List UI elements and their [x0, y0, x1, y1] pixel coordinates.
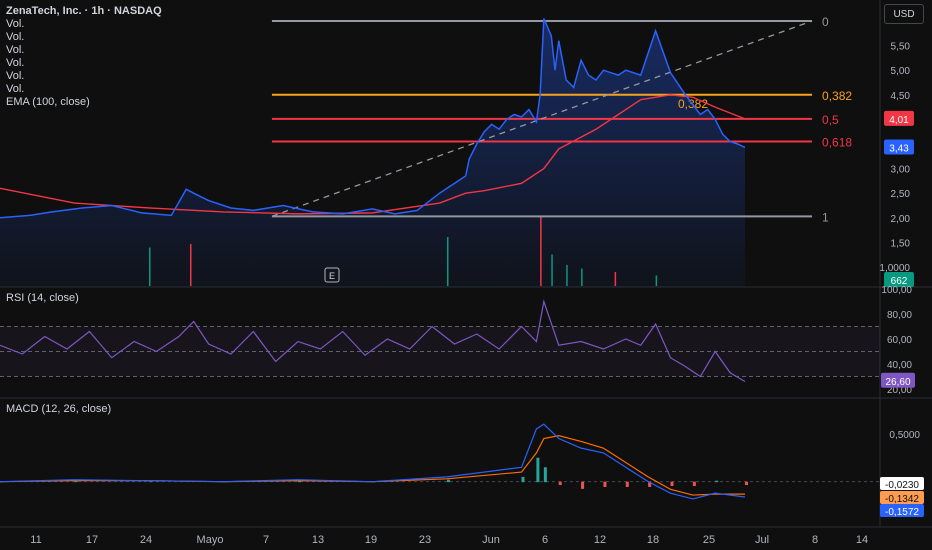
time-axis-tick: 8	[812, 534, 818, 546]
volume-bar	[581, 268, 583, 286]
ema-badge: 4,01	[889, 115, 909, 126]
macd-histogram-bar	[581, 481, 585, 489]
time-axis-tick: 14	[856, 534, 868, 546]
price-axis-tick: 1,0000	[879, 263, 910, 274]
macd-badge-bg	[880, 504, 924, 517]
time-axis-tick: 7	[263, 534, 269, 546]
vol-label-5[interactable]: Vol.	[6, 70, 25, 82]
rsi-axis-tick: 100,00	[881, 285, 912, 296]
macd-histogram-bar	[74, 480, 78, 483]
time-axis-tick: 13	[312, 534, 324, 546]
macd-histogram-bar	[670, 481, 674, 486]
vol-label-3[interactable]: Vol.	[6, 44, 25, 56]
ema-line	[0, 94, 746, 215]
time-axis-tick: Jul	[755, 534, 769, 546]
vol-label-2[interactable]: Vol.	[6, 31, 25, 43]
ema-badge-bg	[884, 110, 914, 126]
volume-bar	[189, 244, 192, 286]
macd-histogram-bar	[521, 476, 525, 483]
fib-level-label: 0,618	[822, 136, 852, 150]
rsi-badge-bg	[881, 372, 915, 388]
rsi-axis-tick: 60,00	[887, 335, 912, 346]
macd-badge-bg	[880, 491, 924, 504]
volume-bar	[566, 265, 568, 286]
time-axis-tick: 18	[647, 534, 659, 546]
time-axis-tick: 24	[140, 534, 152, 546]
macd-histogram-bar	[558, 481, 562, 486]
volume-bar	[655, 275, 658, 286]
time-axis-tick: 11	[30, 534, 41, 546]
volume-badge-bg	[884, 272, 914, 287]
macd-label[interactable]: MACD (12, 26, close)	[6, 403, 112, 415]
time-axis-tick: Mayo	[197, 534, 224, 546]
currency-button[interactable]: USD	[884, 4, 924, 24]
macd-histogram-bar	[536, 457, 540, 483]
time-axis-tick: Jun	[482, 534, 500, 546]
fib-level-label: 1	[822, 210, 829, 224]
macd-histogram-bar	[603, 481, 607, 487]
macd-badge: -0,1572	[885, 507, 919, 518]
fib-level-label: 0	[822, 15, 829, 29]
fib-trend-line	[271, 20, 813, 217]
macd-badge: -0,0230	[885, 480, 919, 491]
rsi-band-fill	[0, 326, 880, 377]
time-axis-tick: 23	[419, 534, 431, 546]
price-axis-tick: 4,50	[891, 91, 911, 102]
rsi-axis-tick: 40,00	[887, 360, 912, 371]
macd-badge-bg	[880, 477, 924, 490]
price-area	[0, 18, 745, 287]
fib-level-label: 0,382	[822, 89, 852, 103]
macd-histogram-bar	[543, 467, 547, 483]
macd-histogram-bar	[648, 481, 652, 487]
price-badge-bg	[884, 139, 914, 155]
volume-bar	[551, 254, 553, 286]
rsi-axis-tick: 20,00	[887, 385, 912, 396]
fib-level-label: 0,5	[822, 113, 839, 127]
rsi-axis-tick: 80,00	[887, 310, 912, 321]
time-axis-tick: 17	[86, 534, 98, 546]
price-axis-tick: 2,50	[891, 189, 911, 200]
price-axis-tick: 1,50	[891, 238, 911, 249]
macd-histogram-bar	[447, 479, 450, 483]
price-axis-tick: 5,50	[891, 42, 911, 53]
vol-label-4[interactable]: Vol.	[6, 57, 25, 69]
macd-histogram-bar	[692, 481, 696, 486]
price-badge: 3,43	[889, 143, 909, 154]
macd-badge: -0,1342	[885, 494, 919, 505]
vol-label-6[interactable]: Vol.	[6, 83, 25, 95]
time-axis-tick: 6	[542, 534, 548, 546]
price-line	[0, 18, 746, 219]
rsi-label[interactable]: RSI (14, close)	[6, 292, 79, 304]
price-axis-tick: 5,00	[891, 66, 911, 77]
volume-badge: 662	[891, 276, 908, 287]
time-axis-tick: 25	[703, 534, 715, 546]
macd-histogram-bar	[149, 481, 152, 483]
ema-label[interactable]: EMA (100, close)	[6, 96, 90, 108]
macd-histogram-bar	[715, 480, 719, 483]
macd-line	[0, 423, 746, 500]
macd-histogram-bar	[298, 480, 301, 483]
symbol-title: ZenaTech, Inc. · 1h · NASDAQ	[6, 5, 162, 17]
macd-axis-tick: 0,5000	[889, 430, 920, 441]
volume-bar	[540, 216, 542, 286]
price-axis-tick: 2,00	[891, 214, 911, 225]
macd-histogram-bar	[745, 481, 748, 486]
rsi-line	[0, 299, 746, 383]
price-axis-tick: 3,00	[891, 165, 911, 176]
macd-histogram-bar	[625, 481, 629, 487]
chart-legend: ZenaTech, Inc. · 1h · NASDAQ Vol. Vol. V…	[6, 5, 162, 109]
rsi-badge: 26,60	[885, 377, 910, 388]
time-axis-tick: 19	[365, 534, 377, 546]
time-axis-tick: 12	[594, 534, 606, 546]
macd-signal-line	[0, 435, 745, 496]
volume-bar	[149, 247, 151, 286]
event-marker-label: E	[329, 271, 335, 281]
volume-bar	[614, 272, 617, 286]
vol-label-1[interactable]: Vol.	[6, 18, 25, 30]
event-marker	[324, 267, 340, 283]
volume-bar	[447, 237, 449, 286]
